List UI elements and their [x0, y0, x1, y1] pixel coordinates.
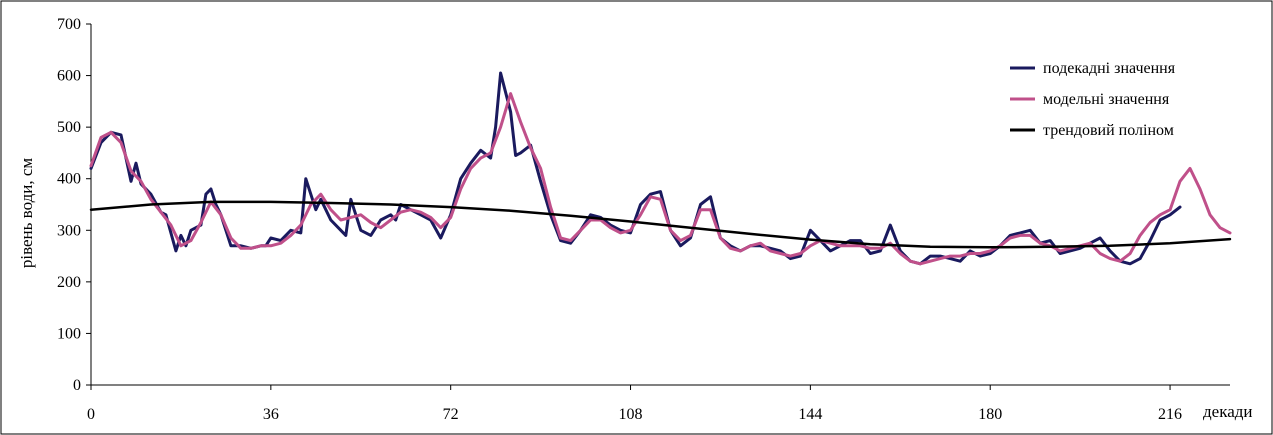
series-line-1 [89, 92, 1232, 266]
x-axis-label: декади [1203, 402, 1253, 421]
y-axis-label: рівень води, см [17, 158, 36, 269]
x-tick-label: 216 [1158, 406, 1182, 423]
legend-label: модельні значення [1043, 91, 1170, 108]
series-line-2 [89, 200, 1232, 249]
y-tick-label: 500 [57, 119, 81, 136]
legend-label: подекадні значення [1043, 60, 1176, 77]
x-tick-label: 180 [978, 406, 1002, 423]
x-tick-label: 0 [87, 406, 95, 423]
y-tick-label: 100 [57, 325, 81, 342]
x-tick-label: 72 [443, 406, 459, 423]
axes [90, 24, 1230, 386]
x-tick-label: 108 [619, 406, 643, 423]
x-tick-label: 36 [263, 406, 279, 423]
x-axis-ticks: 0 36 72 108 144 180 216 [87, 385, 1182, 423]
y-tick-label: 400 [57, 171, 81, 188]
legend: подекадні значення модельні значення тренд… [1010, 60, 1176, 139]
series-layer [89, 71, 1232, 266]
legend-label: трендовий поліном [1043, 122, 1174, 139]
y-tick-label: 300 [57, 222, 81, 239]
x-tick-label: 144 [798, 406, 822, 423]
y-tick-label: 600 [57, 68, 81, 85]
y-tick-label: 700 [57, 16, 81, 33]
y-tick-label: 200 [57, 274, 81, 291]
y-axis-ticks: 0 100 200 300 400 500 600 700 [57, 16, 91, 394]
y-tick-label: 0 [73, 377, 81, 394]
